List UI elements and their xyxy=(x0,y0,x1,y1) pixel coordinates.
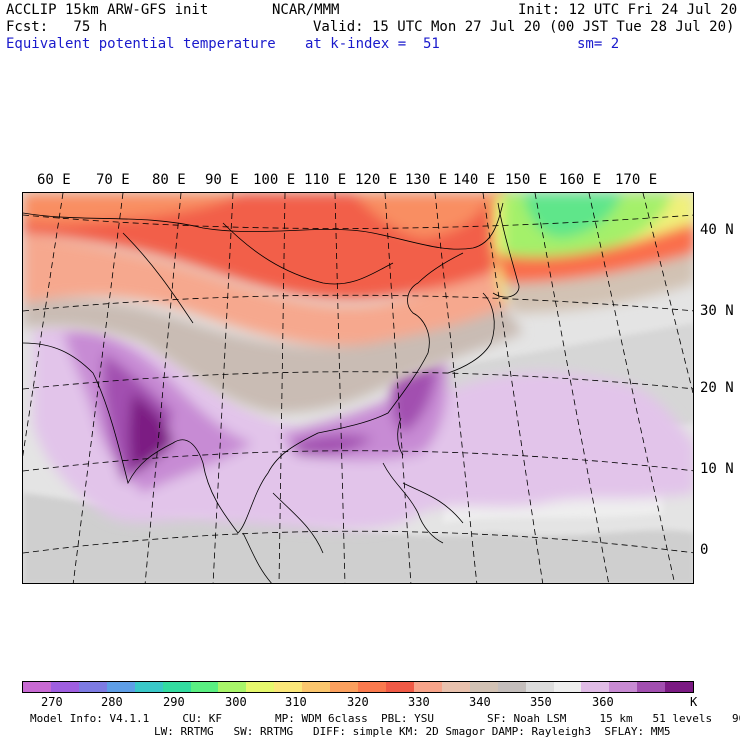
colorbar-tick: 310 xyxy=(285,695,307,709)
colorbar-swatch xyxy=(50,682,79,692)
lat-label: 10 N xyxy=(700,461,734,477)
colorbar-swatch xyxy=(441,682,470,692)
lon-label: 120 E xyxy=(355,172,398,188)
colorbar-swatch xyxy=(497,682,526,692)
level-label: at k-index = 51 xyxy=(305,36,440,52)
colorbar-swatch xyxy=(134,682,163,692)
lon-label: 130 E xyxy=(405,172,448,188)
lat-label: 0 xyxy=(700,542,709,558)
colorbar-swatch xyxy=(330,682,359,692)
colorbar-tick: 280 xyxy=(101,695,123,709)
colorbar-swatch xyxy=(469,682,498,692)
model-info: Model Info: V4.1.1 CU: KF MP: WDM 6class… xyxy=(30,712,740,725)
valid-time: Valid: 15 UTC Mon 27 Jul 20 (00 JST Tue … xyxy=(313,19,735,35)
colorbar-swatch xyxy=(525,682,554,692)
colorbar-swatch xyxy=(413,682,442,692)
lat-label: 30 N xyxy=(700,303,734,319)
lon-label: 90 E xyxy=(205,172,239,188)
field-name: Equivalent potential temperature xyxy=(6,36,276,52)
colorbar-swatch xyxy=(581,682,610,692)
colorbar-tick: 320 xyxy=(347,695,369,709)
coastlines xyxy=(23,202,520,583)
graticule xyxy=(23,193,693,583)
lon-label: 80 E xyxy=(152,172,186,188)
colorbar-tick: 360 xyxy=(592,695,614,709)
lon-label: 110 E xyxy=(304,172,347,188)
colorbar-tick: 270 xyxy=(41,695,63,709)
colorbar-swatch xyxy=(106,682,135,692)
colorbar-swatch xyxy=(609,682,638,692)
center-label: NCAR/MMM xyxy=(272,2,340,18)
colorbar xyxy=(22,681,694,693)
colorbar-swatch xyxy=(78,682,107,692)
theta-e-map xyxy=(22,192,694,584)
colorbar-swatch xyxy=(246,682,275,692)
colorbar-swatch xyxy=(274,682,303,692)
northeast-pacific-region xyxy=(491,193,693,313)
colorbar-tick: 340 xyxy=(469,695,491,709)
lat-label: 20 N xyxy=(700,380,734,396)
colorbar-swatch xyxy=(190,682,219,692)
warm-moist-region xyxy=(33,324,693,530)
physics-info: LW: RRTMG SW: RRTMG DIFF: simple KM: 2D … xyxy=(154,725,671,738)
colorbar-swatch xyxy=(218,682,247,692)
colorbar-swatch xyxy=(553,682,582,692)
lon-label: 150 E xyxy=(505,172,548,188)
colorbar-swatch xyxy=(358,682,386,692)
lon-label: 70 E xyxy=(96,172,130,188)
colorbar-swatch xyxy=(23,682,51,692)
lon-label: 60 E xyxy=(37,172,71,188)
colorbar-swatch xyxy=(385,682,414,692)
forecast-hour: Fcst: 75 h xyxy=(6,19,108,35)
lat-label: 40 N xyxy=(700,222,734,238)
init-time: Init: 12 UTC Fri 24 Jul 20 xyxy=(518,2,738,18)
map-canvas xyxy=(23,193,693,583)
colorbar-tick: 300 xyxy=(225,695,247,709)
colorbar-unit: K xyxy=(690,695,698,709)
colorbar-swatch xyxy=(665,682,694,692)
lon-label: 100 E xyxy=(253,172,296,188)
colorbar-swatch xyxy=(637,682,666,692)
smoothing-label: sm= 2 xyxy=(577,36,620,52)
lon-label: 170 E xyxy=(615,172,658,188)
lon-label: 140 E xyxy=(453,172,496,188)
colorbar-tick: 290 xyxy=(163,695,185,709)
colorbar-swatch xyxy=(302,682,331,692)
run-title: ACCLIP 15km ARW-GFS init xyxy=(6,2,209,18)
lon-label: 160 E xyxy=(559,172,602,188)
colorbar-swatch xyxy=(162,682,191,692)
colorbar-tick: 330 xyxy=(408,695,430,709)
colorbar-tick: 350 xyxy=(530,695,552,709)
